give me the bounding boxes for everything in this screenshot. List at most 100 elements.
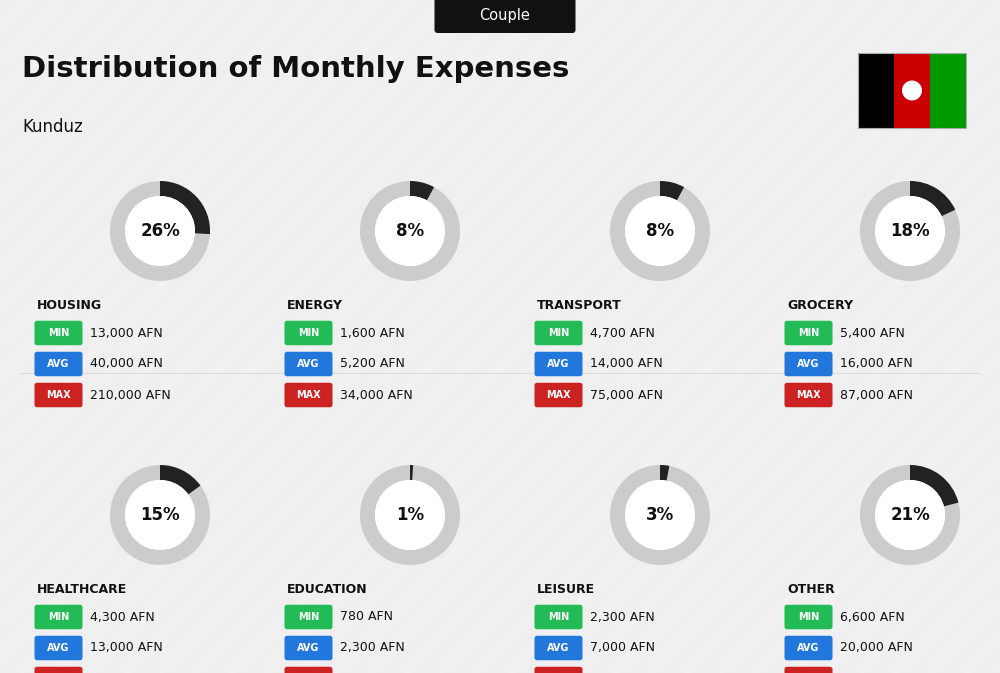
Text: EDUCATION: EDUCATION [287, 583, 368, 596]
Text: 4,300 AFN: 4,300 AFN [90, 610, 155, 623]
Text: 75,000 AFN: 75,000 AFN [590, 388, 663, 402]
Text: MIN: MIN [548, 328, 569, 338]
Circle shape [125, 196, 195, 266]
Text: AVG: AVG [47, 643, 70, 653]
FancyBboxPatch shape [534, 636, 582, 660]
Text: TRANSPORT: TRANSPORT [537, 299, 622, 312]
FancyBboxPatch shape [784, 667, 832, 673]
Text: 21%: 21% [890, 506, 930, 524]
Wedge shape [660, 181, 684, 201]
FancyBboxPatch shape [434, 0, 576, 33]
Circle shape [625, 196, 695, 266]
Text: MAX: MAX [46, 390, 71, 400]
Circle shape [375, 480, 445, 550]
FancyBboxPatch shape [784, 383, 832, 407]
Text: GROCERY: GROCERY [787, 299, 853, 312]
FancyBboxPatch shape [534, 383, 582, 407]
Text: 1%: 1% [396, 506, 424, 524]
FancyBboxPatch shape [534, 352, 582, 376]
Text: 1,600 AFN: 1,600 AFN [340, 326, 405, 339]
Text: 20,000 AFN: 20,000 AFN [840, 641, 913, 655]
Wedge shape [910, 181, 955, 216]
Circle shape [125, 480, 195, 550]
Text: 6,600 AFN: 6,600 AFN [840, 610, 905, 623]
Circle shape [902, 81, 922, 100]
Text: MIN: MIN [548, 612, 569, 622]
Text: Distribution of Monthly Expenses: Distribution of Monthly Expenses [22, 55, 569, 83]
Text: ENERGY: ENERGY [287, 299, 343, 312]
Text: HOUSING: HOUSING [37, 299, 102, 312]
FancyBboxPatch shape [34, 667, 82, 673]
Circle shape [625, 480, 695, 550]
FancyBboxPatch shape [285, 352, 332, 376]
Text: MAX: MAX [546, 390, 571, 400]
Text: 26%: 26% [140, 222, 180, 240]
Text: 15%: 15% [140, 506, 180, 524]
FancyBboxPatch shape [285, 636, 332, 660]
Circle shape [875, 480, 945, 550]
Text: MIN: MIN [48, 328, 69, 338]
Text: LEISURE: LEISURE [537, 583, 595, 596]
Wedge shape [610, 465, 710, 565]
Text: 7,000 AFN: 7,000 AFN [590, 641, 655, 655]
Text: 13,000 AFN: 13,000 AFN [90, 641, 163, 655]
Text: AVG: AVG [797, 359, 820, 369]
FancyBboxPatch shape [34, 605, 82, 629]
Text: AVG: AVG [547, 643, 570, 653]
FancyBboxPatch shape [784, 321, 832, 345]
FancyBboxPatch shape [285, 321, 332, 345]
FancyBboxPatch shape [534, 667, 582, 673]
Wedge shape [360, 465, 460, 565]
Text: 14,000 AFN: 14,000 AFN [590, 357, 663, 371]
Wedge shape [110, 181, 210, 281]
Text: 210,000 AFN: 210,000 AFN [90, 388, 171, 402]
FancyBboxPatch shape [285, 605, 332, 629]
Text: MIN: MIN [298, 328, 319, 338]
Text: AVG: AVG [297, 359, 320, 369]
Wedge shape [360, 181, 460, 281]
FancyBboxPatch shape [34, 321, 82, 345]
FancyBboxPatch shape [534, 605, 582, 629]
Wedge shape [860, 465, 960, 565]
Text: 13,000 AFN: 13,000 AFN [90, 326, 163, 339]
Text: MAX: MAX [296, 390, 321, 400]
Text: MIN: MIN [798, 328, 819, 338]
Text: Couple: Couple [480, 8, 530, 23]
Bar [930, 53, 966, 128]
Text: 34,000 AFN: 34,000 AFN [340, 388, 413, 402]
Text: HEALTHCARE: HEALTHCARE [37, 583, 127, 596]
FancyBboxPatch shape [34, 383, 82, 407]
Text: 2,300 AFN: 2,300 AFN [340, 641, 405, 655]
FancyBboxPatch shape [285, 667, 332, 673]
Text: Kunduz: Kunduz [22, 118, 83, 136]
FancyBboxPatch shape [285, 383, 332, 407]
Text: AVG: AVG [297, 643, 320, 653]
Bar [858, 53, 894, 128]
Text: 16,000 AFN: 16,000 AFN [840, 357, 913, 371]
Text: 780 AFN: 780 AFN [340, 610, 393, 623]
Text: OTHER: OTHER [787, 583, 835, 596]
Text: 8%: 8% [396, 222, 424, 240]
Text: AVG: AVG [797, 643, 820, 653]
Bar [894, 53, 930, 128]
FancyBboxPatch shape [534, 321, 582, 345]
Wedge shape [110, 465, 210, 565]
Text: MAX: MAX [796, 390, 821, 400]
Wedge shape [410, 181, 434, 201]
Text: 4,700 AFN: 4,700 AFN [590, 326, 655, 339]
Text: 87,000 AFN: 87,000 AFN [840, 388, 913, 402]
Text: AVG: AVG [47, 359, 70, 369]
FancyBboxPatch shape [784, 636, 832, 660]
Wedge shape [610, 181, 710, 281]
Circle shape [375, 196, 445, 266]
Wedge shape [410, 465, 413, 480]
Text: 5,200 AFN: 5,200 AFN [340, 357, 405, 371]
Wedge shape [910, 465, 958, 506]
Text: 18%: 18% [890, 222, 930, 240]
FancyBboxPatch shape [784, 352, 832, 376]
Wedge shape [160, 181, 210, 234]
FancyBboxPatch shape [784, 605, 832, 629]
FancyBboxPatch shape [34, 636, 82, 660]
Text: 2,300 AFN: 2,300 AFN [590, 610, 655, 623]
Circle shape [875, 196, 945, 266]
